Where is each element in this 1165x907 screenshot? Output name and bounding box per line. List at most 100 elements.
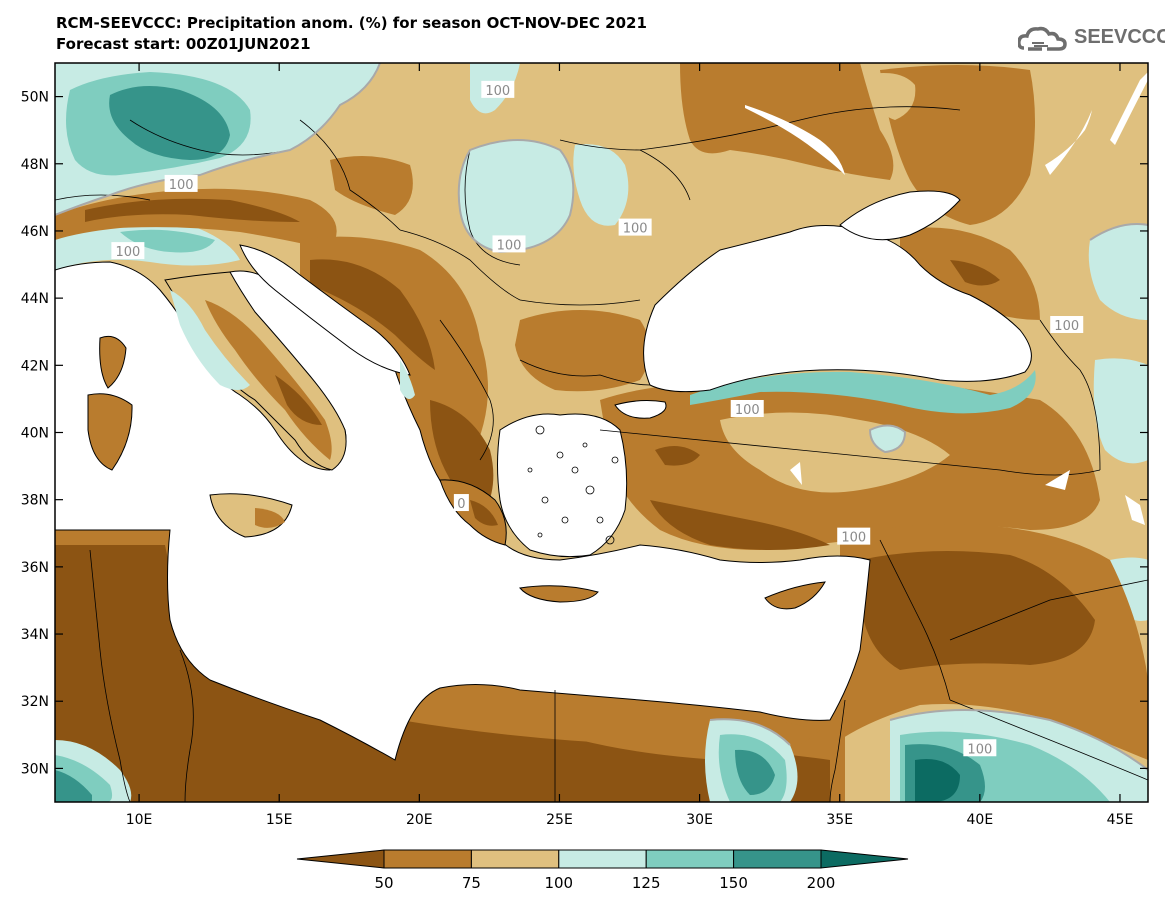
no-data-streak-3 (1110, 72, 1148, 145)
y-tick-label: 38N (21, 493, 49, 509)
azov-sea (839, 190, 961, 241)
contour-label-bg (963, 739, 997, 757)
sicily-dry-core (255, 508, 285, 528)
colorbar-label: 150 (719, 874, 748, 892)
anomaly-field: 100 100 100 100 100 100 100 100 100 0 (55, 63, 1148, 802)
wet-region-ukraine (573, 144, 629, 226)
y-tick-label: 40N (21, 426, 49, 442)
colorbar-label: 50 (374, 874, 393, 892)
corsica-island (99, 335, 127, 389)
dry-region-syria-strong (860, 551, 1095, 670)
y-axis: 30N 32N 34N 36N 38N 40N 42N 44N 46N 48N 50N (21, 90, 1148, 777)
x-tick-label: 30E (686, 812, 713, 828)
contour-label-bg (481, 80, 515, 98)
colorbar-label: 75 (462, 874, 481, 892)
wet-strip-black-sea (690, 370, 1036, 414)
x-tick-label: 40E (967, 812, 994, 828)
wet-region-caspian (1088, 224, 1148, 320)
y-tick-label: 32N (21, 694, 49, 710)
x-tick-label: 25E (546, 812, 573, 828)
dry-band-alps-strong (85, 198, 300, 222)
wet-region-alps-high (120, 229, 215, 253)
dry-region-anatolia-strong (655, 446, 700, 466)
contour-labels: 100 100 100 100 100 100 100 100 100 0 (111, 80, 1084, 757)
y-tick-label: 30N (21, 761, 49, 777)
contour-label: 100 (1054, 319, 1079, 334)
no-data-spot-2 (1045, 470, 1070, 490)
dry-region-turkey-strong (650, 500, 830, 550)
y-tick-label: 36N (21, 560, 49, 576)
y-tick-label: 48N (21, 157, 49, 173)
black-sea (643, 224, 1032, 393)
colorbar-label: 200 (807, 874, 836, 892)
dry-region-caucasus-strong (950, 260, 1000, 286)
contour-label-bg (164, 174, 198, 192)
sardinia-island (87, 393, 133, 471)
y-tick-label: 46N (21, 224, 49, 240)
dry-region-north-africa-strong (55, 545, 830, 802)
colorbar-swatch (558, 849, 647, 869)
contour-label: 0 (457, 497, 465, 512)
contour-label: 100 (623, 222, 648, 237)
balkan-coast-wet (400, 360, 415, 399)
x-tick-label: 35E (826, 812, 853, 828)
greece-dry-core (470, 500, 498, 526)
contour-label: 100 (967, 742, 992, 757)
wet-region-turkey-pocket (870, 425, 905, 452)
x-tick-label: 45E (1107, 812, 1134, 828)
contour-label-bg (837, 527, 871, 545)
contour-label: 100 (485, 84, 510, 99)
colorbar-swatch (383, 849, 472, 869)
aegean-islands (527, 425, 619, 545)
contour-label-bg (492, 235, 526, 253)
italy-dry (205, 300, 332, 460)
dry-region-balkans-strong (310, 259, 435, 370)
colorbar-label: 100 (544, 874, 573, 892)
no-data-streak-2 (1045, 110, 1092, 175)
x-tick-label: 20E (406, 812, 433, 828)
x-tick-label: 15E (266, 812, 293, 828)
contour-label: 100 (497, 238, 522, 253)
contour-label: 100 (841, 531, 866, 546)
colorbar-swatch-low (296, 849, 385, 869)
aegean-sea (497, 413, 628, 558)
contour-label-bg (618, 218, 652, 236)
colorbar-swatch (645, 849, 735, 869)
seevccc-logo: SEEVCCC (1017, 24, 1165, 54)
contour-label: 100 (169, 178, 194, 193)
contour-label: 100 (735, 403, 760, 418)
no-data-spot-3 (1125, 495, 1145, 525)
sea-of-marmara (614, 400, 667, 419)
colorbar: 50 75 100 125 150 200 (296, 849, 909, 892)
dry-region-russia (880, 65, 1035, 225)
dry-region-slovakia (330, 156, 413, 215)
colorbar-swatch (733, 849, 822, 869)
cloud-rain-icon (1017, 26, 1067, 51)
logo-text: SEEVCCC (1074, 26, 1165, 48)
contour-label: 100 (115, 245, 140, 260)
contour-lines-100 (55, 63, 1148, 771)
italy-dry-strong (275, 375, 322, 425)
cyprus-island (764, 581, 826, 610)
chart-subtitle: Forecast start: 00Z01JUN2021 (56, 35, 311, 53)
italy-wet-coast (170, 290, 250, 390)
contour-label-bg (730, 399, 764, 417)
wet-region-arabia-peak (915, 759, 960, 802)
colorbar-swatch-high (820, 849, 909, 869)
contour-label-bg (453, 494, 469, 512)
wet-region-hungary (458, 140, 574, 252)
wet-region-central-europe-high (109, 86, 230, 160)
wet-region-tunisia-high (55, 770, 92, 802)
y-tick-label: 34N (21, 627, 49, 643)
crete-island (519, 585, 599, 603)
x-axis: 10E 15E 20E 25E 30E 35E 40E 45E (126, 63, 1134, 828)
wet-region-east-turkey (1093, 358, 1148, 464)
colorbar-swatch (470, 849, 560, 869)
country-borders (55, 106, 1148, 802)
y-tick-label: 42N (21, 358, 49, 374)
no-data-streak-1 (745, 105, 845, 175)
adriatic-sea (239, 244, 411, 376)
chart-title: RCM-SEEVCCC: Precipitation anom. (%) for… (56, 14, 647, 32)
no-data-spot-1 (790, 462, 802, 485)
